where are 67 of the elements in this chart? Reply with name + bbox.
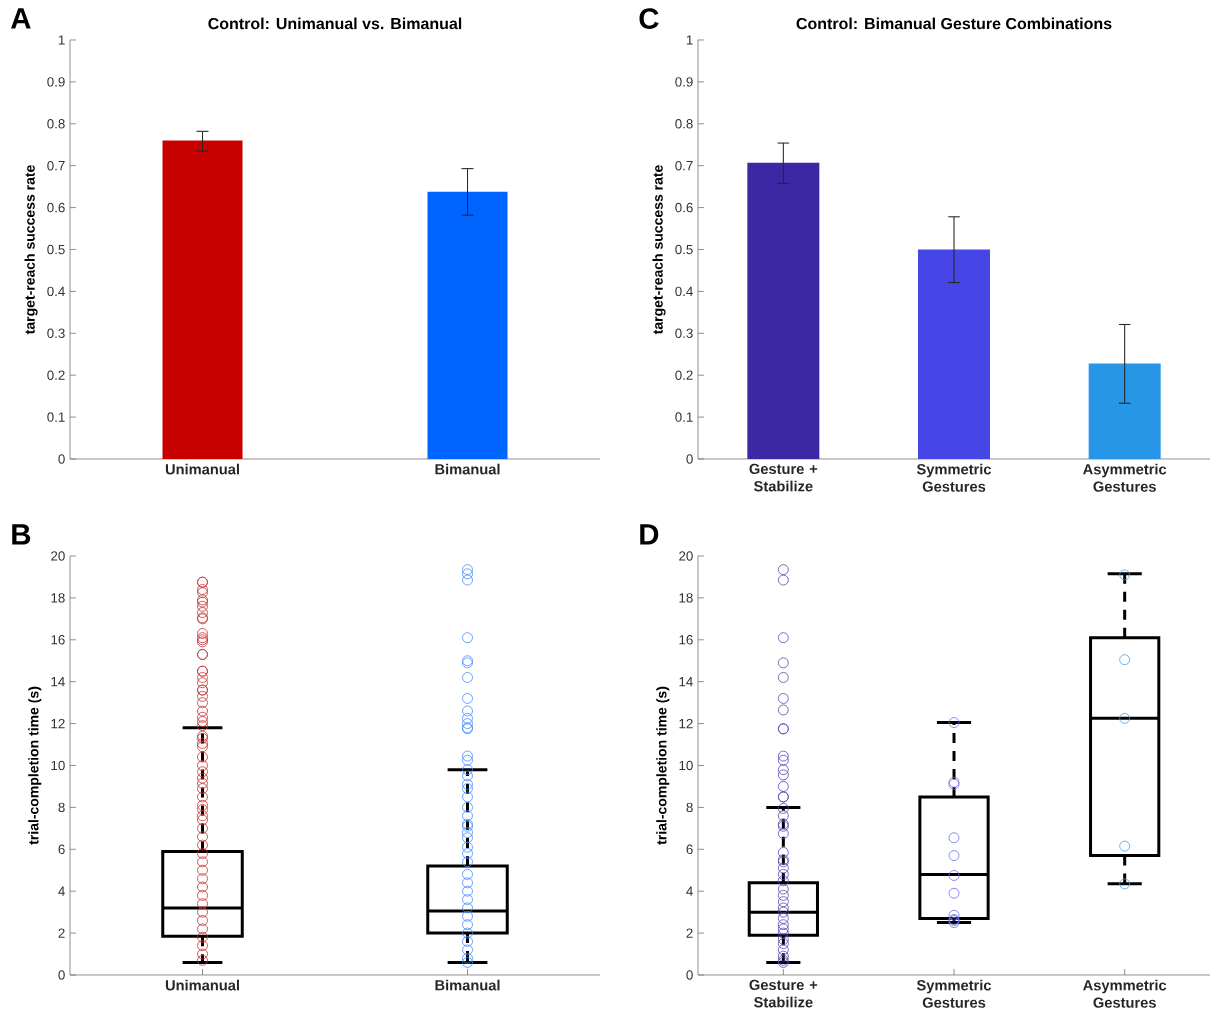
y-tick-label: 0.8	[47, 119, 65, 129]
text: D	[640, 524, 659, 545]
text: A	[11, 8, 31, 29]
y-tick-label: 0.3	[675, 328, 693, 338]
y-tick-label: 0.5	[675, 244, 693, 255]
x-tick-label: Unimanual	[165, 463, 239, 475]
y-tick-label: 8	[58, 802, 65, 813]
y-tick-label: 0.6	[675, 202, 693, 213]
bar	[747, 162, 820, 459]
x-tick-label: Gesture + Stabilize	[749, 979, 818, 1008]
y-tick-label: 8	[686, 802, 693, 813]
y-axis-title: trial-completion time (s)	[656, 686, 670, 845]
y-tick-label: 0.6	[47, 202, 65, 213]
y-axis-title: target-reach success rate	[652, 165, 666, 335]
y-axis-title: trial-completion time (s)	[28, 686, 42, 845]
y-tick-label: 2	[686, 928, 693, 938]
y-tick-label: 0.9	[47, 77, 65, 87]
y-tick-label: 0.4	[47, 286, 65, 297]
y-tick-label: 14	[679, 677, 693, 687]
x-tick-label: Asymmetric Gestures	[1083, 979, 1167, 1008]
y-tick-label: 14	[51, 677, 65, 687]
text: B	[12, 524, 31, 545]
y-tick-label: 2	[58, 928, 65, 938]
bar	[1088, 363, 1161, 459]
y-tick-label: 0.5	[47, 244, 65, 255]
y-tick-label: 0.3	[47, 328, 65, 338]
bar	[918, 249, 991, 459]
y-tick-label: 0.4	[675, 286, 693, 297]
y-tick-label: 0.8	[675, 119, 693, 129]
y-tick-label: 16	[51, 635, 65, 645]
y-tick-label: 1	[58, 35, 65, 45]
x-tick-label: Unimanual	[165, 979, 239, 991]
y-tick-label: 0.7	[675, 160, 693, 171]
x-tick-label: Symmetric Gestures	[916, 463, 992, 492]
x-tick-label: Symmetric Gestures	[916, 979, 992, 1008]
y-tick-label: 10	[51, 760, 65, 771]
y-tick-label: 12	[679, 718, 693, 729]
y-tick-label: 0	[686, 454, 693, 464]
y-tick-label: 18	[679, 593, 693, 603]
y-tick-label: 0.2	[675, 370, 693, 380]
y-tick-label: 0	[58, 454, 65, 464]
y-tick-label: 0	[686, 970, 693, 980]
y-tick-label: 20	[51, 551, 65, 561]
y-tick-label: 0	[58, 970, 65, 980]
y-tick-label: 0.1	[675, 412, 693, 422]
y-tick-label: 6	[686, 844, 693, 854]
y-tick-label: 0.7	[47, 160, 65, 171]
x-tick-label: Bimanual	[435, 463, 500, 475]
y-tick-label: 18	[51, 593, 65, 603]
y-axis-title: target-reach success rate	[24, 165, 38, 335]
y-tick-label: 10	[679, 760, 693, 771]
y-tick-label: 4	[686, 886, 693, 896]
y-tick-label: 1	[686, 35, 693, 45]
x-tick-label: Bimanual	[435, 979, 500, 991]
x-tick-label: Asymmetric Gestures	[1083, 463, 1167, 492]
x-tick-label: Gesture + Stabilize	[749, 463, 818, 492]
y-tick-label: 4	[58, 886, 65, 896]
y-tick-label: 0.1	[47, 412, 65, 422]
y-tick-label: 0.9	[675, 77, 693, 87]
chart-title: Control: Bimanual Gesture Combinations	[796, 17, 1112, 30]
y-tick-label: 20	[679, 551, 693, 561]
y-tick-label: 0.2	[47, 370, 65, 380]
y-tick-label: 16	[679, 635, 693, 645]
chart-title: Control: Unimanual vs. Bimanual	[208, 17, 462, 30]
y-tick-label: 6	[58, 844, 65, 854]
y-tick-label: 12	[51, 718, 65, 729]
text: C	[639, 8, 659, 30]
